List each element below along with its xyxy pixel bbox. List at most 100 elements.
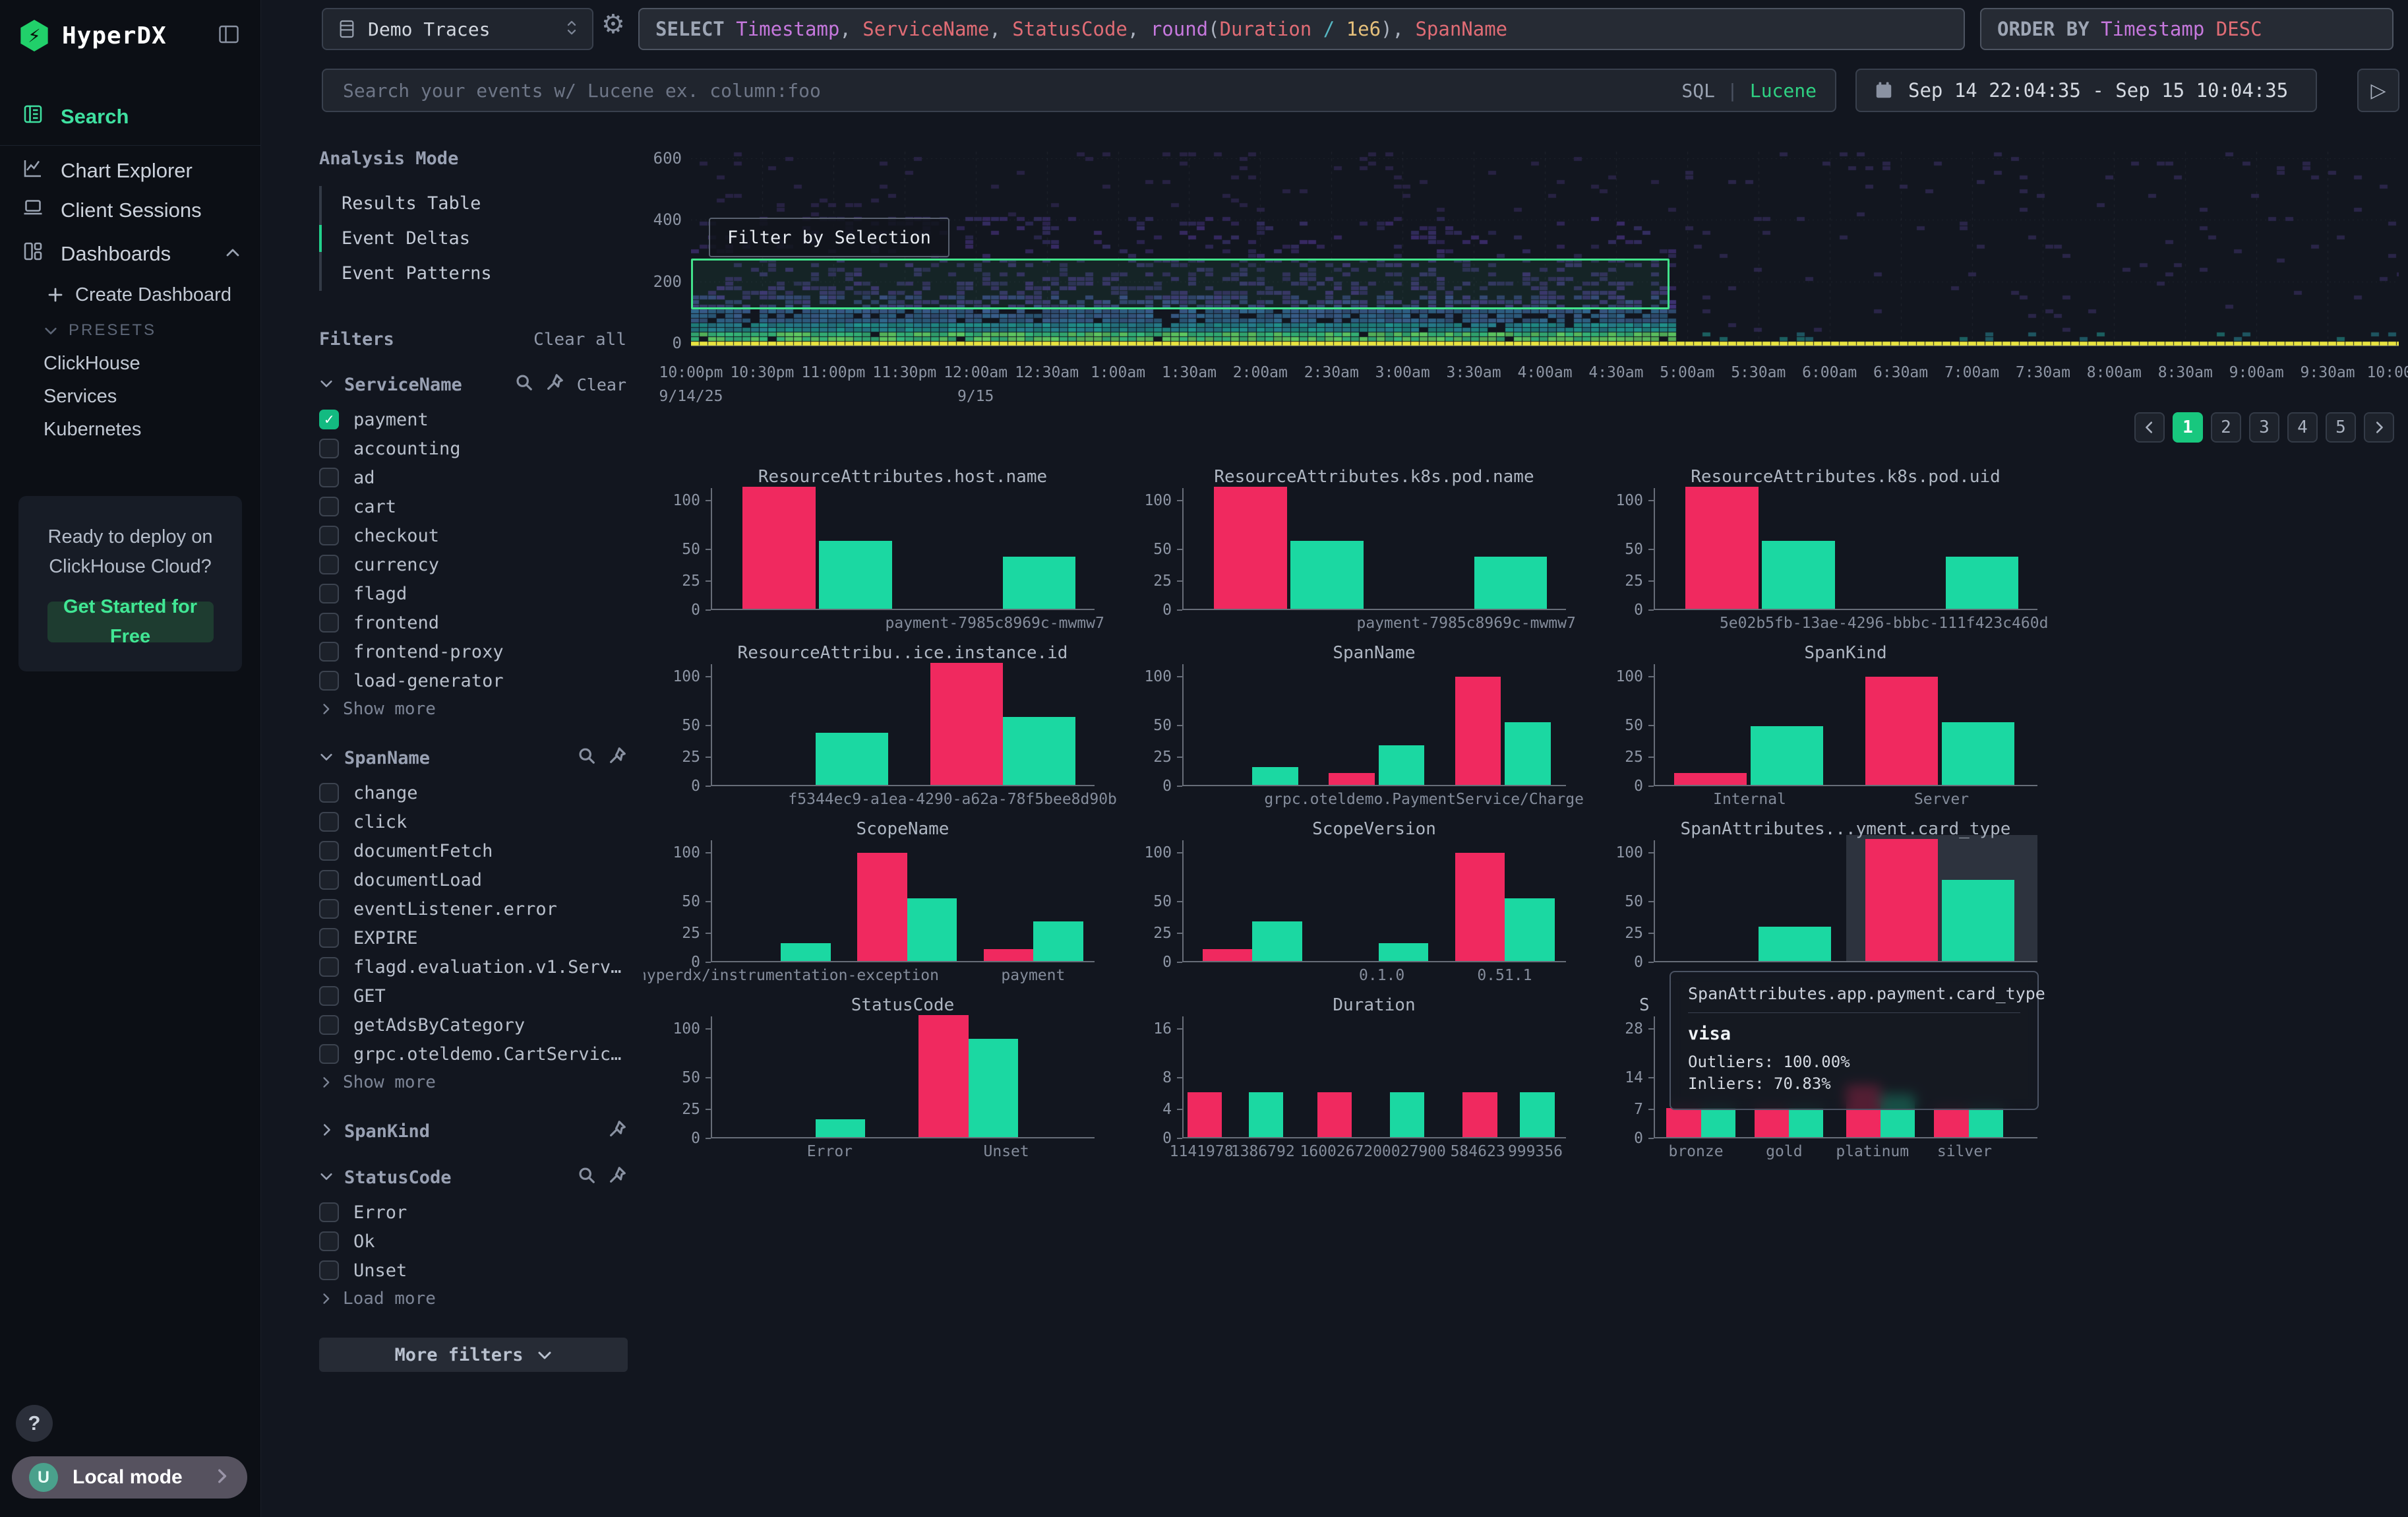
checkbox-checked[interactable]: ✓: [319, 410, 339, 429]
bar-inlier[interactable]: [907, 898, 957, 961]
filter-group-spanname[interactable]: SpanName: [319, 747, 626, 769]
checkbox[interactable]: [319, 613, 339, 633]
checkbox[interactable]: [319, 1202, 339, 1222]
checkbox[interactable]: [319, 1015, 339, 1035]
bar-inlier[interactable]: [1701, 1108, 1735, 1137]
sidebar-item-kubernetes[interactable]: Kubernetes: [0, 413, 260, 446]
mini-chart-resourceattributes-k8s-pod-uid[interactable]: ResourceAttributes.k8s.pod.uid100502505e…: [1602, 462, 2074, 638]
filter-checkbox-expire[interactable]: EXPIRE: [319, 923, 626, 952]
bar-inlier[interactable]: [1390, 1092, 1424, 1137]
mini-chart-duration[interactable]: Duration16840114197813867921600267200027…: [1131, 990, 1602, 1166]
checkbox[interactable]: [319, 439, 339, 458]
bar-outlier[interactable]: [857, 853, 907, 961]
bar-inlier[interactable]: [1290, 541, 1363, 609]
source-select[interactable]: Demo Traces: [322, 8, 593, 50]
mini-chart-spankind[interactable]: SpanKind10050250InternalServer: [1602, 638, 2074, 814]
sql-select-editor[interactable]: SELECT Timestamp, ServiceName, StatusCod…: [638, 8, 1965, 50]
date-range-picker[interactable]: Sep 14 22:04:35 - Sep 15 10:04:35: [1855, 69, 2317, 112]
pin-icon[interactable]: [546, 373, 564, 396]
bar-inlier[interactable]: [1252, 767, 1298, 785]
pin-icon[interactable]: [609, 1120, 626, 1142]
bar-outlier[interactable]: [1755, 1108, 1789, 1137]
pin-icon[interactable]: [609, 1166, 626, 1189]
search-input[interactable]: Search your events w/ Lucene ex. column:…: [322, 69, 1836, 112]
bar-outlier[interactable]: [1674, 773, 1747, 785]
checkbox[interactable]: [319, 1260, 339, 1280]
bar-inlier[interactable]: [1249, 1092, 1283, 1137]
bar-inlier[interactable]: [969, 1039, 1018, 1137]
bar-outlier[interactable]: [984, 949, 1033, 961]
checkbox[interactable]: [319, 671, 339, 691]
bar-inlier[interactable]: [1946, 557, 2018, 609]
pagination-page-2[interactable]: 2: [2211, 412, 2241, 443]
checkbox[interactable]: [319, 555, 339, 574]
analysis-mode-event-patterns[interactable]: Event Patterns: [322, 256, 626, 291]
show-more-button[interactable]: Load more: [319, 1285, 626, 1313]
checkbox[interactable]: [319, 497, 339, 516]
bar-outlier[interactable]: [1455, 677, 1501, 785]
analysis-mode-results-table[interactable]: Results Table: [322, 186, 626, 221]
filter-checkbox-get[interactable]: GET: [319, 981, 626, 1010]
bar-inlier[interactable]: [1789, 1108, 1823, 1137]
bar-outlier[interactable]: [1865, 677, 1938, 785]
filter-checkbox-eventlistener-error[interactable]: eventListener.error: [319, 894, 626, 923]
create-dashboard-button[interactable]: Create Dashboard: [0, 276, 260, 314]
bar-inlier[interactable]: [1505, 722, 1551, 785]
pagination-page-5[interactable]: 5: [2326, 412, 2356, 443]
heatmap-selection-rect[interactable]: [691, 259, 1670, 309]
more-filters-button[interactable]: More filters: [319, 1338, 628, 1372]
bar-outlier[interactable]: [1214, 487, 1286, 609]
bar-outlier[interactable]: [1203, 949, 1252, 961]
checkbox[interactable]: [319, 1044, 339, 1064]
mini-chart-resourceattribu-ice-instance-id[interactable]: ResourceAttribu..ice.instance.id10050250…: [659, 638, 1131, 814]
filter-checkbox-currency[interactable]: currency: [319, 550, 626, 579]
filter-group-servicename[interactable]: ServiceNameClear: [319, 373, 626, 396]
bar-inlier[interactable]: [1942, 880, 2014, 961]
bar-inlier[interactable]: [1003, 557, 1075, 609]
filter-checkbox-checkout[interactable]: checkout: [319, 521, 626, 550]
pagination-page-1[interactable]: 1: [2173, 412, 2203, 443]
bar-outlier[interactable]: [1188, 1092, 1222, 1137]
filter-checkbox-flagd[interactable]: flagd: [319, 579, 626, 608]
bar-outlier[interactable]: [1934, 1108, 1968, 1137]
mini-chart-spanattributes-yment-card-type[interactable]: SpanAttributes...yment.card_type10050250: [1602, 814, 2074, 990]
checkbox[interactable]: [319, 870, 339, 890]
pagination-prev[interactable]: [2134, 412, 2165, 443]
sidebar-item-services[interactable]: Services: [0, 380, 260, 413]
bar-outlier[interactable]: [1329, 773, 1375, 785]
order-by-editor[interactable]: ORDER BY Timestamp DESC: [1980, 8, 2393, 50]
bar-inlier[interactable]: [781, 943, 830, 961]
bar-outlier[interactable]: [1685, 487, 1758, 609]
bar-inlier[interactable]: [819, 541, 891, 609]
bar-outlier[interactable]: [742, 487, 815, 609]
filter-checkbox-documentload[interactable]: documentLoad: [319, 865, 626, 894]
help-button[interactable]: ?: [16, 1405, 53, 1442]
checkbox[interactable]: [319, 812, 339, 832]
filter-checkbox-getadsbycategory[interactable]: getAdsByCategory: [319, 1010, 626, 1039]
presets-toggle[interactable]: PRESETS: [0, 314, 260, 347]
show-more-button[interactable]: Show more: [319, 1068, 626, 1096]
sidebar-item-chart-explorer[interactable]: Chart Explorer: [0, 145, 260, 189]
checkbox[interactable]: [319, 584, 339, 604]
bar-inlier[interactable]: [1379, 745, 1425, 785]
sidebar-item-clickhouse[interactable]: ClickHouse: [0, 347, 260, 380]
filter-group-spankind[interactable]: SpanKind: [319, 1120, 626, 1142]
mini-chart-scopename[interactable]: ScopeName10050250@hyperdx/instrumentatio…: [659, 814, 1131, 990]
sidebar-item-client-sessions[interactable]: Client Sessions: [0, 189, 260, 232]
bar-inlier[interactable]: [1252, 921, 1302, 961]
filter-checkbox-grpc-oteldemo-cartservic-[interactable]: grpc.oteldemo.CartServic…: [319, 1039, 626, 1068]
mode-sql[interactable]: SQL: [1681, 80, 1715, 102]
filter-checkbox-flagd-evaluation-v1-serv-[interactable]: flagd.evaluation.v1.Serv…: [319, 952, 626, 981]
checkbox[interactable]: [319, 468, 339, 487]
mini-chart-scopeversion[interactable]: ScopeVersion100502500.1.00.51.1: [1131, 814, 1602, 990]
bar-inlier[interactable]: [1474, 557, 1547, 609]
filter-checkbox-error[interactable]: Error: [319, 1198, 626, 1227]
sidebar-item-search[interactable]: Search: [0, 95, 260, 139]
collapse-sidebar-icon[interactable]: [217, 22, 241, 49]
bar-inlier[interactable]: [1505, 898, 1554, 961]
bar-inlier[interactable]: [1003, 717, 1075, 785]
checkbox[interactable]: [319, 957, 339, 977]
bar-inlier[interactable]: [1520, 1092, 1554, 1137]
filter-checkbox-cart[interactable]: cart: [319, 492, 626, 521]
sidebar-item-dashboards[interactable]: Dashboards: [0, 232, 260, 276]
